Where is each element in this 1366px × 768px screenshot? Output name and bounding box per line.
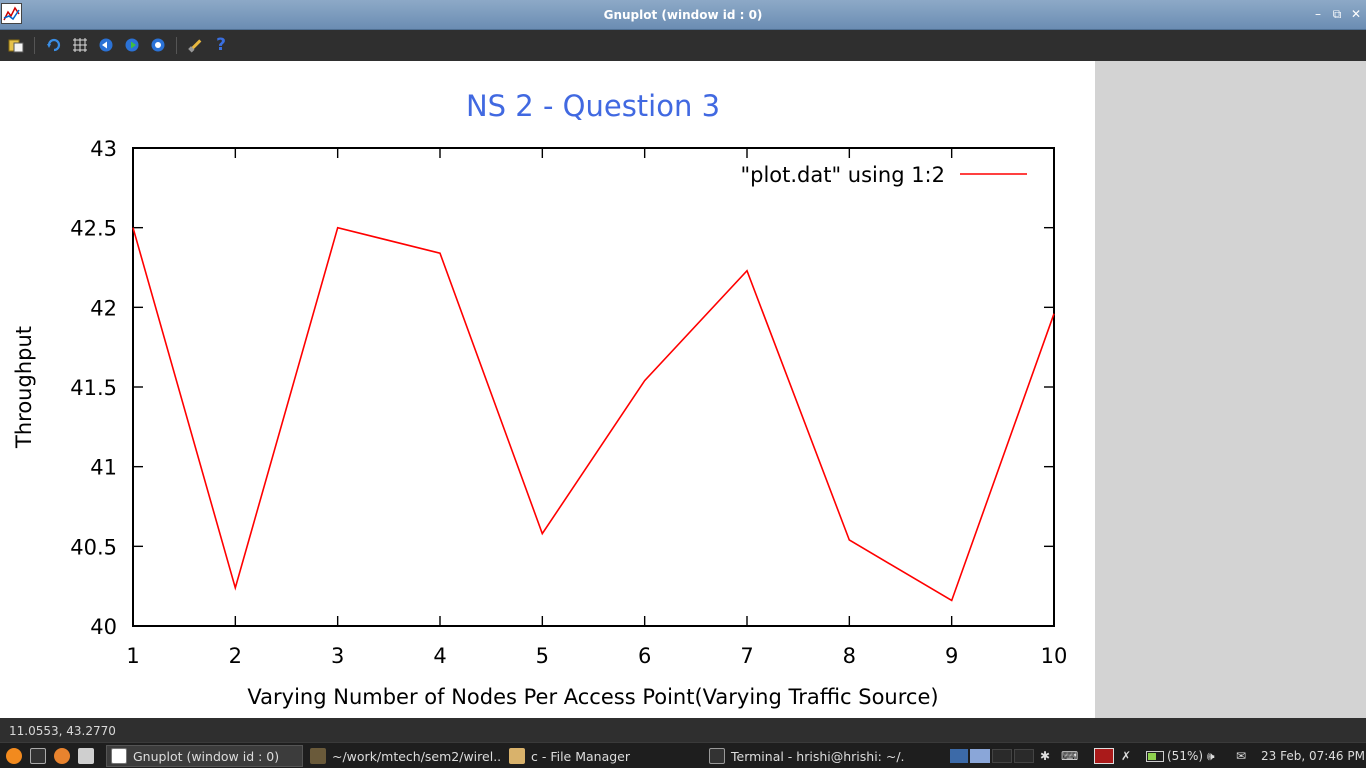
autoscale-icon[interactable] bbox=[149, 36, 167, 54]
x-tick-label: 2 bbox=[229, 644, 242, 668]
x-tick-label: 6 bbox=[638, 644, 651, 668]
x-tick-label: 4 bbox=[433, 644, 446, 668]
network-icon[interactable]: ✗ bbox=[1121, 749, 1132, 763]
x-tick-label: 1 bbox=[126, 644, 139, 668]
battery-indicator[interactable]: (51%) bbox=[1146, 748, 1203, 764]
battery-percentage: (51%) bbox=[1167, 749, 1204, 763]
close-icon[interactable]: ✕ bbox=[1350, 7, 1362, 21]
axis-ticks: 1 2 3 4 5 6 7 8 9 10 40 40.5 41 41.5 42 42.5 43 bbox=[70, 137, 1067, 668]
task-label: Terminal - hrishi@hrishi: ~/... bbox=[731, 748, 905, 764]
x-tick-label: 8 bbox=[843, 644, 856, 668]
task-label: ~/work/mtech/sem2/wirel... bbox=[332, 748, 502, 764]
plot-canvas[interactable]: NS 2 - Question 3 1 2 3 4 5 6 7 8 9 10 40 40.5 41 41.… bbox=[0, 61, 1095, 718]
x-tick-label: 3 bbox=[331, 644, 344, 668]
y-tick-label: 41.5 bbox=[70, 376, 117, 400]
battery-icon bbox=[1146, 750, 1164, 762]
record-icon[interactable] bbox=[1094, 748, 1114, 764]
taskbar: Gnuplot (window id : 0) ~/work/mtech/sem… bbox=[0, 742, 1366, 768]
terminal-launcher-icon[interactable] bbox=[30, 748, 46, 764]
firefox-launcher-icon[interactable] bbox=[54, 748, 70, 764]
restore-icon[interactable]: ⧉ bbox=[1332, 7, 1342, 21]
workspace-switcher[interactable] bbox=[950, 748, 1034, 764]
legend: "plot.dat" using 1:2 bbox=[740, 163, 1027, 187]
minimize-icon[interactable]: – bbox=[1315, 7, 1321, 21]
plot-svg: NS 2 - Question 3 1 2 3 4 5 6 7 8 9 10 40 40.5 41 41.… bbox=[12, 89, 1067, 709]
gnuplot-app-icon[interactable] bbox=[1, 3, 22, 24]
help-icon[interactable]: ? bbox=[216, 35, 226, 55]
toggle-grid-icon[interactable] bbox=[71, 36, 89, 54]
terminal-task-icon bbox=[709, 748, 725, 764]
legend-entry-label: "plot.dat" using 1:2 bbox=[740, 163, 945, 187]
next-zoom-icon[interactable] bbox=[123, 36, 141, 54]
mouse-coordinates: 11.0553, 43.2770 bbox=[9, 724, 116, 738]
window-title: Gnuplot (window id : 0) bbox=[603, 8, 763, 22]
folder-icon bbox=[509, 748, 525, 764]
start-menu-icon[interactable] bbox=[6, 748, 22, 764]
task-editor[interactable]: ~/work/mtech/sem2/wirel... bbox=[306, 745, 502, 767]
keyboard-icon[interactable]: ⌨ bbox=[1061, 749, 1079, 763]
copy-to-clipboard-icon[interactable] bbox=[7, 36, 25, 54]
configure-icon[interactable] bbox=[186, 36, 204, 54]
toolbar-separator bbox=[176, 37, 177, 54]
y-axis-title: Throughput bbox=[12, 326, 36, 449]
series-layer bbox=[132, 226, 1055, 602]
gnuplot-task-icon bbox=[111, 748, 127, 764]
y-tick-label: 40.5 bbox=[70, 535, 117, 559]
chart-title: NS 2 - Question 3 bbox=[466, 89, 720, 123]
volume-icon[interactable]: 🕪 bbox=[1207, 748, 1215, 763]
window-background-fill bbox=[1095, 61, 1366, 718]
previous-zoom-icon[interactable] bbox=[97, 36, 115, 54]
x-axis-title: Varying Number of Nodes Per Access Point… bbox=[247, 685, 938, 709]
clock[interactable]: 23 Feb, 07:46 PM bbox=[1261, 749, 1365, 763]
y-tick-label: 42 bbox=[90, 296, 117, 320]
y-tick-label: 42.5 bbox=[70, 217, 117, 241]
x-tick-label: 9 bbox=[945, 644, 958, 668]
bluetooth-icon[interactable]: ✱ bbox=[1040, 749, 1051, 763]
task-label: Gnuplot (window id : 0) bbox=[133, 748, 280, 764]
y-tick-label: 40 bbox=[90, 615, 117, 639]
x-tick-label: 10 bbox=[1041, 644, 1068, 668]
mail-icon[interactable]: ✉ bbox=[1236, 749, 1247, 763]
plot-frame bbox=[132, 147, 1055, 627]
plot-toolbar: ? bbox=[0, 30, 1366, 61]
toolbar-separator bbox=[34, 37, 35, 54]
task-label: c - File Manager bbox=[531, 748, 631, 764]
task-terminal[interactable]: Terminal - hrishi@hrishi: ~/... bbox=[705, 745, 905, 767]
y-tick-label: 41 bbox=[90, 456, 117, 480]
series-line bbox=[132, 226, 1055, 602]
x-tick-label: 7 bbox=[740, 644, 753, 668]
window-titlebar[interactable]: Gnuplot (window id : 0) – ⧉ ✕ bbox=[0, 0, 1366, 30]
editor-task-icon bbox=[310, 748, 326, 764]
file-manager-launcher-icon[interactable] bbox=[78, 748, 94, 764]
status-bar: 11.0553, 43.2770 bbox=[0, 718, 1366, 742]
x-tick-label: 5 bbox=[536, 644, 549, 668]
task-gnuplot[interactable]: Gnuplot (window id : 0) bbox=[106, 745, 303, 767]
replot-icon[interactable] bbox=[45, 36, 63, 54]
y-tick-label: 43 bbox=[90, 137, 117, 161]
task-file-manager[interactable]: c - File Manager bbox=[505, 745, 701, 767]
